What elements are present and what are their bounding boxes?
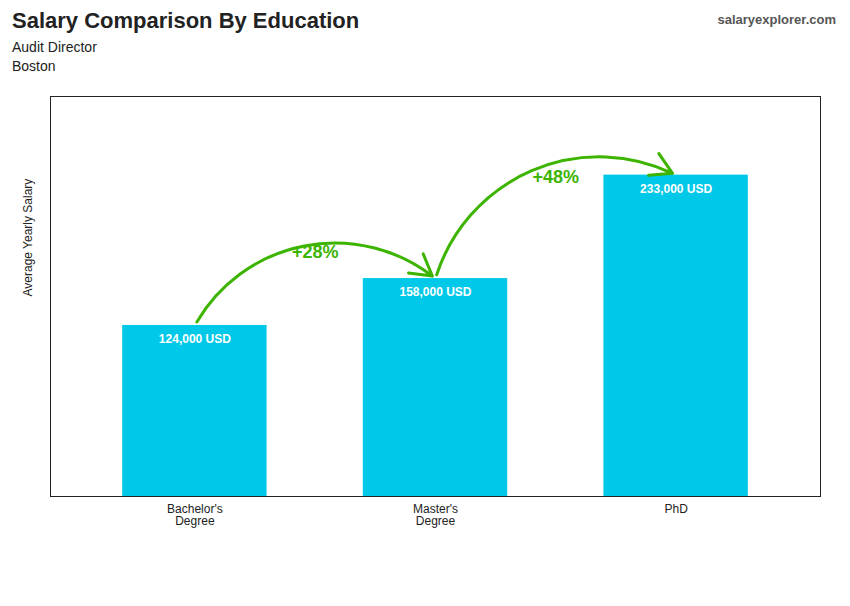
- svg-text:124,000 USD: 124,000 USD: [159, 332, 231, 346]
- svg-text:Master'sDegree: Master'sDegree: [413, 502, 458, 528]
- svg-text:Average Yearly Salary: Average Yearly Salary: [21, 178, 35, 296]
- html-text:salaryexplorer.com: salaryexplorer.com: [717, 12, 836, 27]
- svg-text:PhD: PhD: [664, 502, 688, 516]
- svg-text:+48%: +48%: [533, 166, 580, 186]
- svg-text:+28%: +28%: [292, 242, 339, 262]
- svg-text:233,000 USD: 233,000 USD: [640, 182, 712, 196]
- svg-text:Bachelor'sDegree: Bachelor'sDegree: [167, 502, 223, 528]
- html-text:Audit Director: Audit Director: [12, 39, 97, 55]
- html-text:Salary Comparison By Education: Salary Comparison By Education: [12, 8, 360, 33]
- svg-text:158,000 USD: 158,000 USD: [399, 285, 471, 299]
- html-text:Boston: Boston: [12, 57, 56, 74]
